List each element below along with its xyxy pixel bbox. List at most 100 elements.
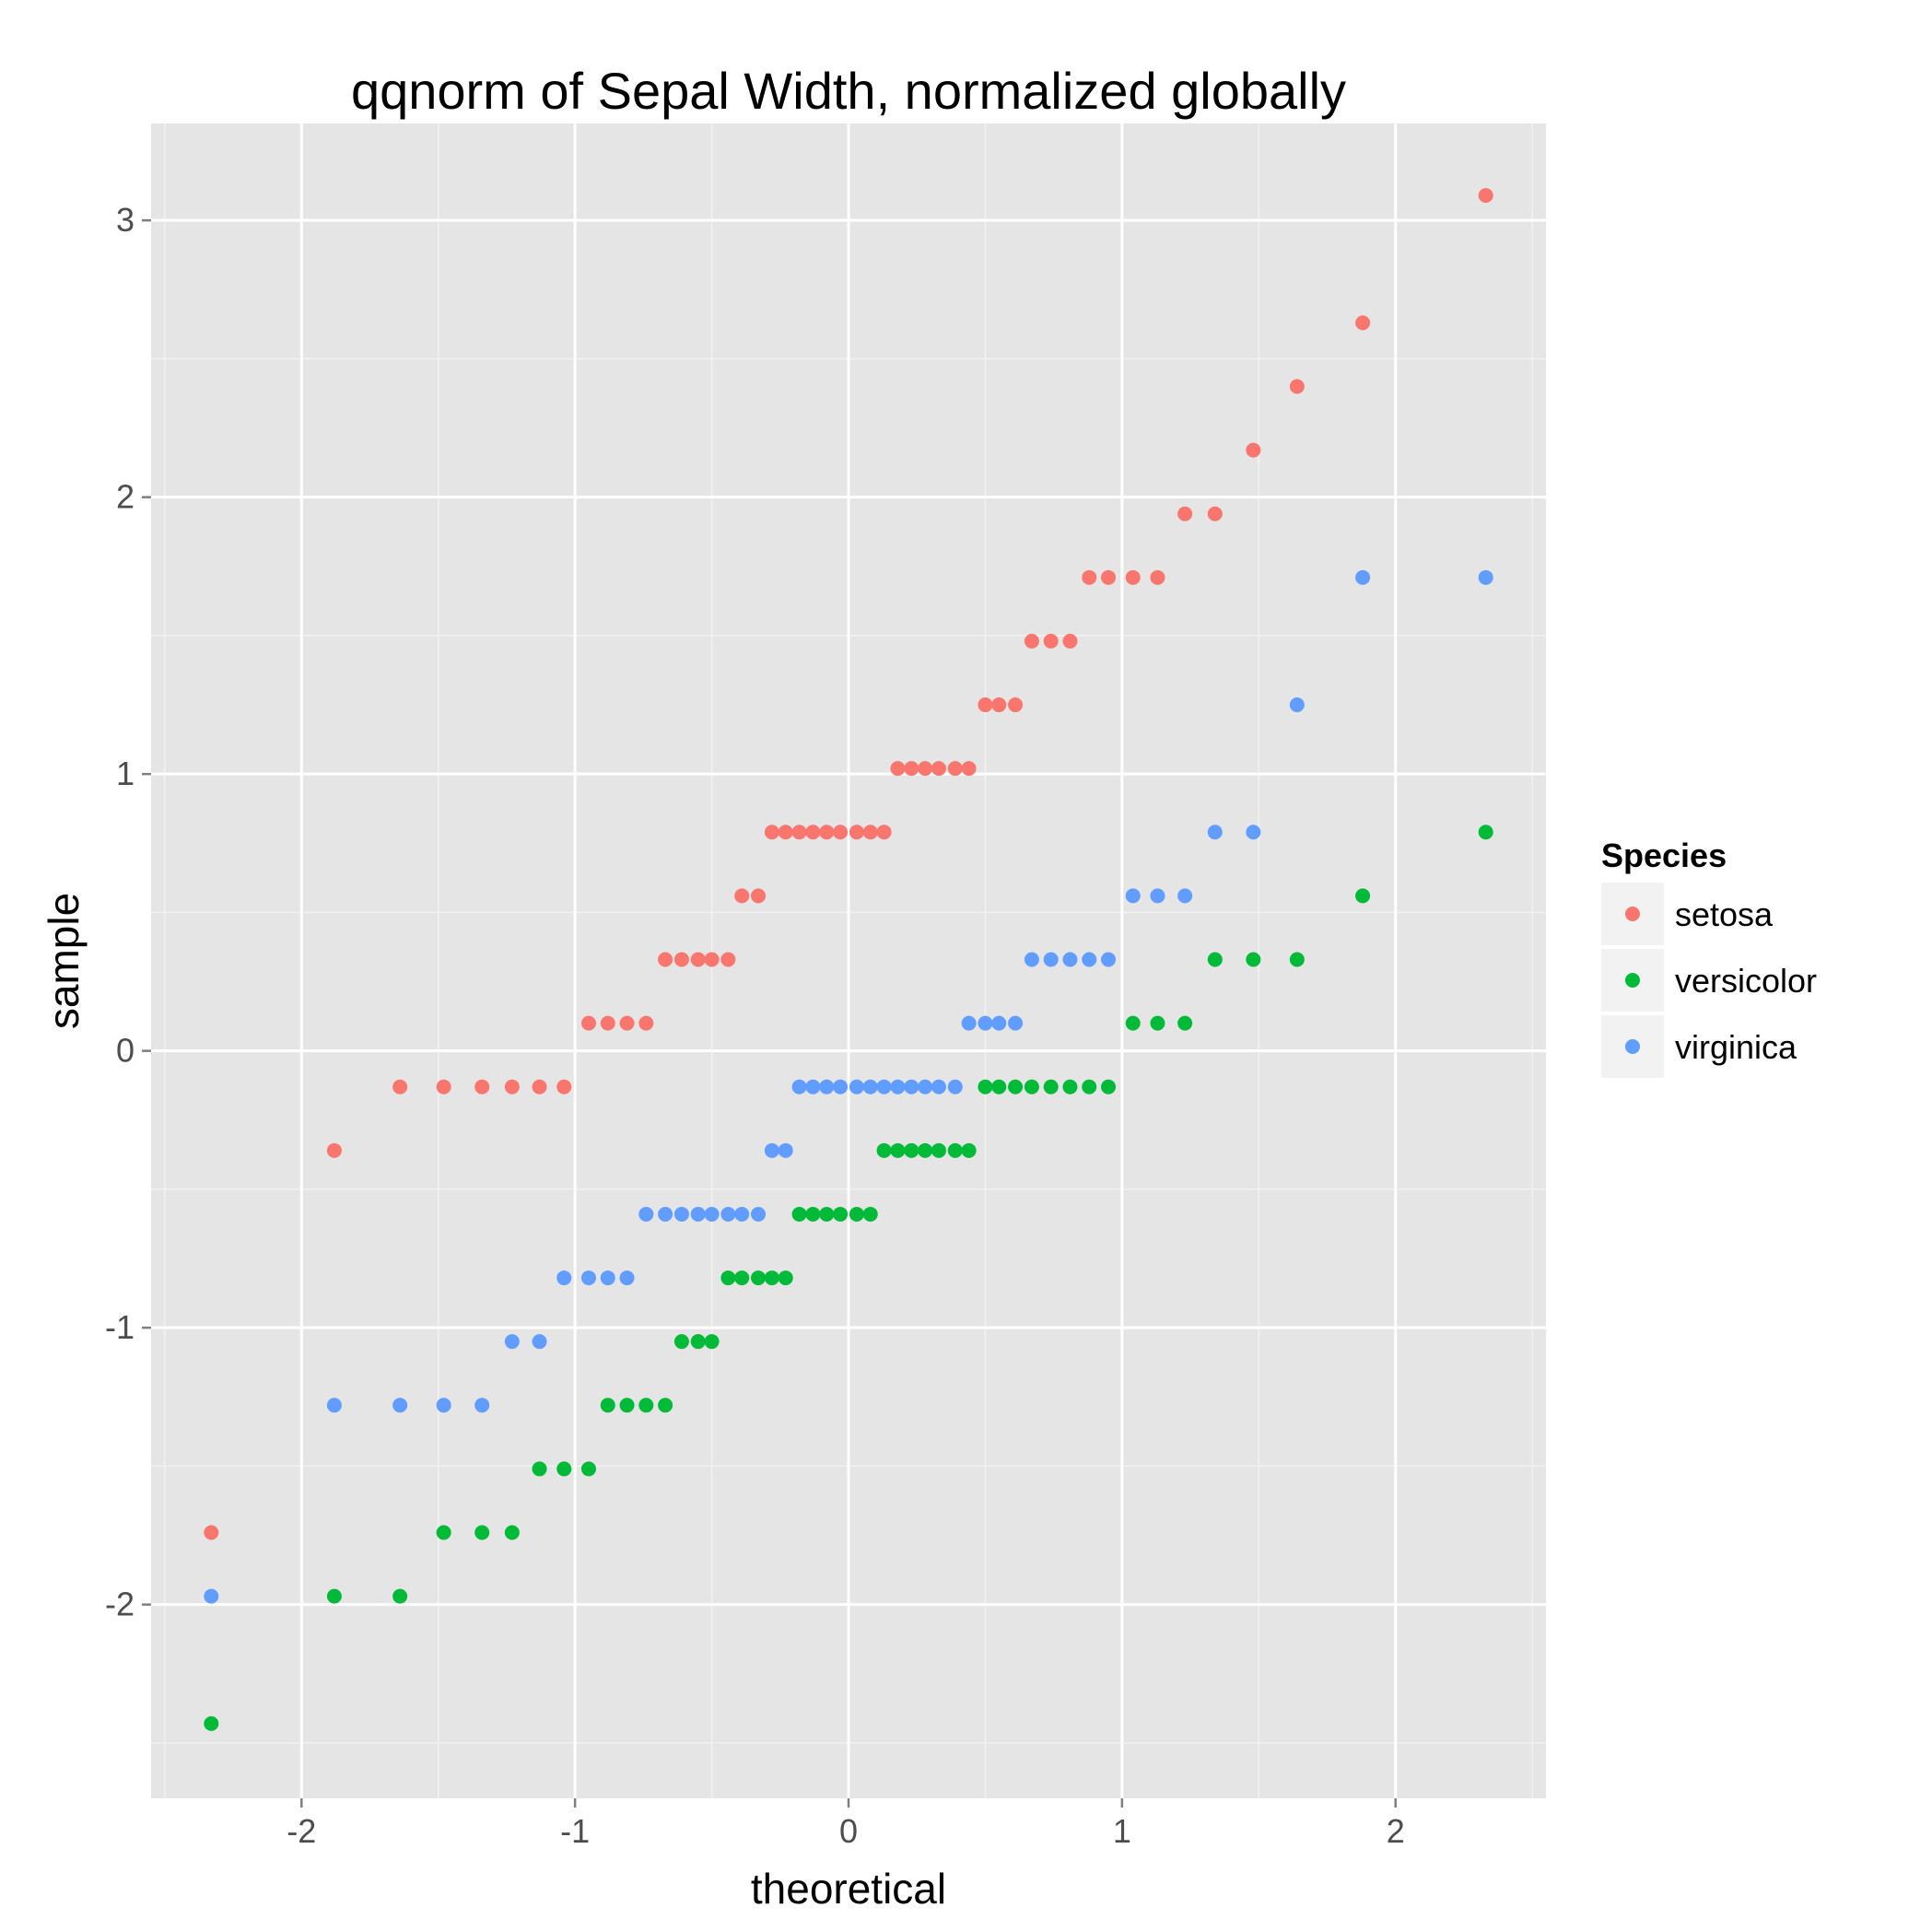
point-versicolor xyxy=(1062,1079,1078,1094)
y-tick-label: -1 xyxy=(105,1308,135,1346)
grid-major xyxy=(151,123,1546,1798)
legend-marker-setosa xyxy=(1625,907,1640,921)
point-versicolor xyxy=(1289,952,1305,967)
point-versicolor xyxy=(1024,1079,1039,1094)
point-versicolor xyxy=(849,1206,864,1222)
point-virginica xyxy=(600,1270,615,1286)
x-tick-label: 0 xyxy=(839,1812,858,1850)
point-setosa xyxy=(819,825,835,840)
point-setosa xyxy=(947,761,963,777)
point-setosa xyxy=(1024,633,1039,649)
point-virginica xyxy=(532,1334,547,1350)
point-virginica xyxy=(947,1079,963,1094)
point-versicolor xyxy=(580,1461,596,1477)
point-versicolor xyxy=(991,1079,1007,1094)
point-virginica xyxy=(204,1588,219,1604)
point-setosa xyxy=(764,825,779,840)
point-versicolor xyxy=(720,1270,736,1286)
point-virginica xyxy=(778,1142,793,1158)
point-versicolor xyxy=(819,1206,835,1222)
y-axis-title: sample xyxy=(40,893,88,1029)
point-versicolor xyxy=(1150,1015,1165,1031)
legend: Species setosa versicolor virginica xyxy=(1601,837,1817,1078)
point-versicolor xyxy=(947,1142,963,1158)
point-setosa xyxy=(619,1015,635,1031)
point-virginica xyxy=(1024,952,1039,967)
point-setosa xyxy=(1125,569,1141,585)
point-virginica xyxy=(436,1398,451,1413)
point-versicolor xyxy=(1125,1015,1141,1031)
point-virginica xyxy=(580,1270,596,1286)
point-versicolor xyxy=(918,1142,933,1158)
point-versicolor xyxy=(673,1334,689,1350)
point-versicolor xyxy=(978,1079,993,1094)
legend-items: setosa versicolor virginica xyxy=(1601,883,1817,1078)
point-setosa xyxy=(876,825,892,840)
point-virginica xyxy=(1150,888,1165,904)
point-versicolor xyxy=(532,1461,547,1477)
point-setosa xyxy=(1082,569,1097,585)
point-versicolor xyxy=(658,1398,673,1413)
point-versicolor xyxy=(890,1142,906,1158)
point-versicolor xyxy=(961,1142,977,1158)
point-virginica xyxy=(619,1270,635,1286)
point-virginica xyxy=(1043,952,1059,967)
point-versicolor xyxy=(734,1270,750,1286)
point-versicolor xyxy=(1246,952,1261,967)
point-virginica xyxy=(751,1206,767,1222)
point-virginica xyxy=(1355,569,1371,585)
point-versicolor xyxy=(1008,1079,1024,1094)
point-versicolor xyxy=(778,1270,793,1286)
point-setosa xyxy=(862,825,878,840)
legend-label-setosa: setosa xyxy=(1675,895,1774,933)
point-virginica xyxy=(556,1270,572,1286)
point-versicolor xyxy=(690,1334,706,1350)
point-virginica xyxy=(1082,952,1097,967)
point-versicolor xyxy=(704,1334,720,1350)
point-setosa xyxy=(1246,442,1261,458)
point-virginica xyxy=(791,1079,807,1094)
point-virginica xyxy=(1246,825,1261,840)
point-virginica xyxy=(764,1142,779,1158)
point-setosa xyxy=(720,952,736,967)
point-setosa xyxy=(658,952,673,967)
point-setosa xyxy=(556,1079,572,1094)
point-setosa xyxy=(1207,506,1223,521)
point-virginica xyxy=(904,1079,919,1094)
legend-marker-virginica xyxy=(1625,1039,1640,1054)
point-setosa xyxy=(326,1142,342,1158)
point-virginica xyxy=(1177,888,1193,904)
point-setosa xyxy=(704,952,720,967)
point-versicolor xyxy=(904,1142,919,1158)
point-virginica xyxy=(819,1079,835,1094)
point-setosa xyxy=(600,1015,615,1031)
point-versicolor xyxy=(1478,825,1493,840)
x-tick-label: -1 xyxy=(560,1812,590,1850)
point-virginica xyxy=(704,1206,720,1222)
point-versicolor xyxy=(1207,952,1223,967)
point-virginica xyxy=(1062,952,1078,967)
point-versicolor xyxy=(1355,888,1371,904)
point-versicolor xyxy=(326,1588,342,1604)
point-virginica xyxy=(931,1079,946,1094)
point-versicolor xyxy=(1177,1015,1193,1031)
x-axis-title: theoretical xyxy=(751,1865,946,1913)
point-setosa xyxy=(991,697,1007,713)
legend-label-virginica: virginica xyxy=(1675,1028,1797,1066)
point-setosa xyxy=(436,1079,451,1094)
x-tick-label: 2 xyxy=(1387,1812,1405,1850)
point-setosa xyxy=(638,1015,654,1031)
point-setosa xyxy=(392,1079,408,1094)
point-virginica xyxy=(1289,697,1305,713)
point-setosa xyxy=(532,1079,547,1094)
point-versicolor xyxy=(474,1525,490,1540)
point-virginica xyxy=(890,1079,906,1094)
point-setosa xyxy=(751,888,767,904)
point-versicolor xyxy=(619,1398,635,1413)
y-tick-label: 0 xyxy=(116,1032,135,1070)
point-setosa xyxy=(690,952,706,967)
point-setosa xyxy=(1101,569,1117,585)
point-virginica xyxy=(392,1398,408,1413)
point-setosa xyxy=(833,825,849,840)
